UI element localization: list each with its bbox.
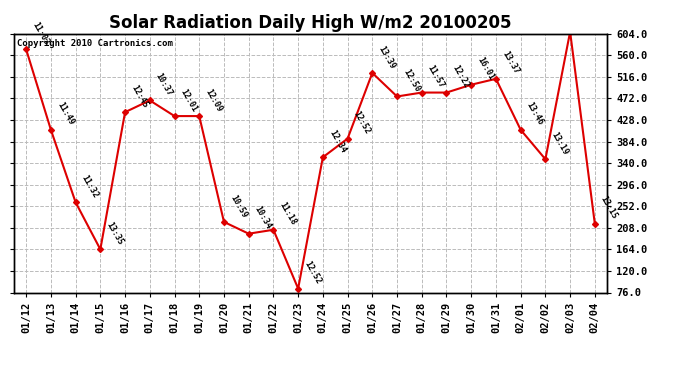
- Text: 11:03: 11:03: [30, 21, 50, 46]
- Text: 12:34: 12:34: [327, 128, 347, 154]
- Title: Solar Radiation Daily High W/m2 20100205: Solar Radiation Daily High W/m2 20100205: [109, 14, 512, 32]
- Text: 11:57: 11:57: [426, 64, 446, 90]
- Text: 11:18: 11:18: [277, 201, 298, 227]
- Text: 10:37: 10:37: [154, 72, 175, 98]
- Text: 12:22: 12:22: [451, 64, 471, 90]
- Text: 10:34: 10:34: [253, 205, 273, 231]
- Text: 12:52: 12:52: [302, 260, 323, 286]
- Text: 12:45: 12:45: [129, 83, 150, 110]
- Text: 12:52: 12:52: [0, 374, 1, 375]
- Text: 12:52: 12:52: [352, 110, 372, 136]
- Text: 13:37: 13:37: [500, 50, 520, 76]
- Text: 13:46: 13:46: [525, 101, 545, 127]
- Text: 13:39: 13:39: [377, 44, 397, 70]
- Text: 11:32: 11:32: [80, 173, 100, 200]
- Text: 12:50: 12:50: [401, 68, 422, 94]
- Text: 13:35: 13:35: [104, 220, 125, 247]
- Text: 12:09: 12:09: [204, 87, 224, 113]
- Text: 13:19: 13:19: [549, 130, 570, 156]
- Text: 16:01: 16:01: [475, 56, 495, 82]
- Text: 13:15: 13:15: [599, 195, 620, 221]
- Text: Copyright 2010 Cartronics.com: Copyright 2010 Cartronics.com: [17, 39, 172, 48]
- Text: 10:59: 10:59: [228, 193, 248, 219]
- Text: 11:49: 11:49: [55, 101, 75, 127]
- Text: 12:01: 12:01: [179, 87, 199, 113]
